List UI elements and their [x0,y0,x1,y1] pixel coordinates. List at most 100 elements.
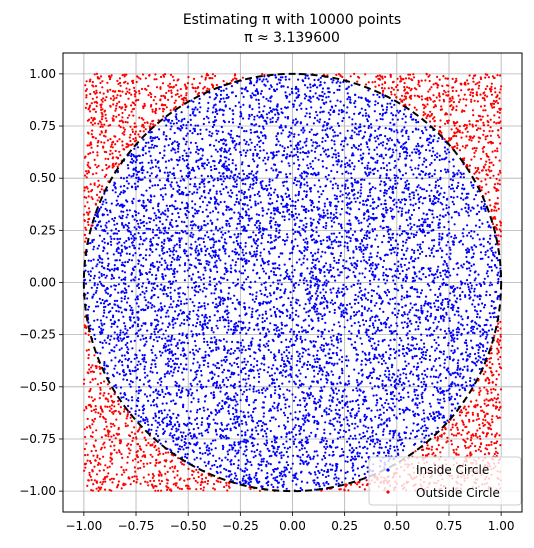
scatter-point [164,337,167,340]
scatter-point [366,120,369,123]
scatter-point [315,483,318,486]
scatter-point [155,274,158,277]
scatter-point [426,349,429,352]
scatter-point [141,354,144,357]
scatter-point [290,127,293,130]
scatter-point [394,313,397,317]
scatter-point [342,450,345,453]
scatter-point [475,360,479,363]
scatter-point [457,314,460,317]
scatter-point [227,395,230,398]
scatter-point [387,301,390,304]
scatter-point [92,399,95,402]
scatter-point [311,254,314,257]
scatter-point [312,369,316,372]
scatter-point [335,392,338,395]
scatter-point [173,476,176,479]
scatter-point [131,347,134,350]
scatter-point [472,114,475,117]
scatter-point [354,293,357,297]
scatter-point [414,450,417,453]
scatter-point [183,252,187,255]
scatter-point [428,149,431,152]
scatter-point [161,187,164,190]
scatter-point [473,74,476,77]
scatter-point [252,385,256,388]
scatter-point [239,341,242,344]
scatter-point [203,85,206,89]
scatter-point [382,207,385,210]
scatter-point [323,470,326,473]
scatter-point [228,194,231,197]
scatter-point [178,237,181,240]
scatter-point [293,178,296,182]
scatter-point [186,333,189,336]
scatter-point [452,434,455,437]
scatter-point [294,144,298,147]
scatter-point [478,427,481,430]
scatter-point [214,253,217,257]
scatter-point [342,80,345,84]
scatter-point [190,422,193,425]
scatter-point [126,424,129,427]
scatter-point [213,292,216,295]
scatter-point [469,269,472,272]
scatter-point [235,239,238,243]
scatter-point [492,300,495,303]
scatter-point [192,450,195,453]
scatter-point [260,362,263,365]
scatter-point [236,134,239,138]
scatter-point [465,248,468,252]
scatter-point [168,409,171,412]
scatter-point [362,152,365,155]
scatter-point [365,399,368,402]
scatter-point [150,324,153,327]
scatter-point [97,489,100,492]
scatter-point [366,298,369,301]
scatter-point [405,249,408,252]
scatter-point [353,197,356,200]
scatter-point [228,286,231,289]
scatter-point [272,153,275,156]
scatter-point [291,311,294,314]
scatter-point [283,218,286,222]
scatter-point [121,354,124,357]
scatter-point [496,150,499,153]
scatter-point [118,163,121,166]
scatter-point [425,213,428,216]
scatter-point [350,285,353,288]
scatter-point [195,468,198,471]
scatter-point [183,444,186,447]
scatter-point [329,108,332,112]
scatter-point [405,273,408,276]
scatter-point [199,320,202,324]
scatter-point [215,266,218,269]
scatter-point [110,322,114,325]
scatter-point [167,364,170,368]
scatter-point [316,96,319,99]
scatter-point [163,375,166,378]
scatter-point [303,307,306,310]
scatter-point [94,291,97,294]
scatter-point [337,477,340,480]
scatter-point [323,275,326,278]
scatter-point [495,189,498,192]
scatter-point [439,372,442,376]
scatter-point [202,489,205,492]
scatter-point [355,414,358,417]
scatter-point [265,460,269,463]
scatter-point [355,133,358,136]
scatter-point [194,418,197,421]
scatter-point [175,305,178,308]
scatter-point [283,365,286,368]
scatter-point [92,420,95,423]
scatter-point [477,359,480,362]
scatter-point [322,125,325,128]
scatter-point [242,378,245,381]
scatter-point [497,358,500,361]
scatter-point [119,185,122,188]
scatter-point [305,450,308,453]
scatter-point [416,404,419,407]
scatter-point [274,76,277,79]
scatter-point [143,176,146,179]
